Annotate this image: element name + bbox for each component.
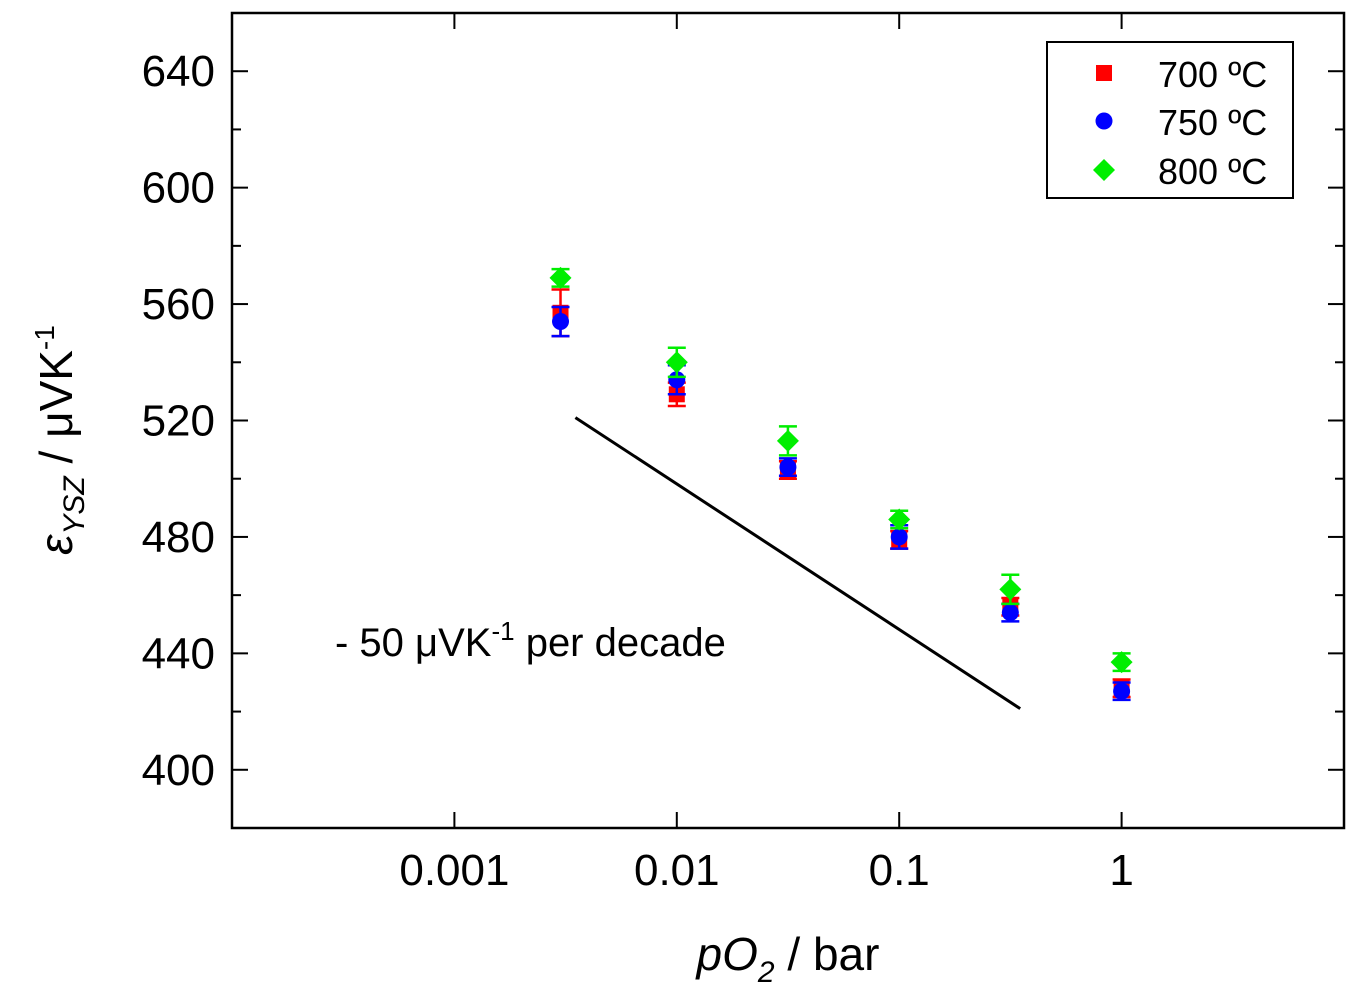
x-axis-title-main: pO — [695, 928, 758, 980]
data-point — [890, 528, 908, 546]
slope-annotation-main: - 50 μVK — [335, 621, 492, 665]
y-tick-label: 640 — [142, 47, 215, 96]
legend-label-700: 700 ºC — [1158, 54, 1267, 95]
y-tick-label: 600 — [142, 164, 215, 213]
legend-box — [1046, 41, 1294, 199]
y-axis-title: εYSZ / μVK-1 — [29, 325, 91, 555]
series-layer — [549, 266, 1133, 702]
data-point — [776, 429, 799, 452]
y-tick-label: 400 — [142, 746, 215, 795]
legend-marker — [1096, 65, 1112, 81]
y-tick-labels: 400 440 480 520 560 600 640 — [142, 47, 215, 795]
slope-annotation: - 50 μVK-1 per decade — [335, 616, 726, 665]
axis-ticks — [232, 13, 1344, 828]
y-axis-title-main: ε — [30, 534, 82, 555]
data-point — [999, 578, 1022, 601]
reference-slope-line — [574, 416, 1022, 710]
legend-label-800: 800 ºC — [1158, 151, 1267, 192]
x-tick-label: 1 — [1109, 846, 1133, 895]
legend-marker — [1093, 159, 1115, 181]
x-tick-label: 0.01 — [634, 846, 720, 895]
legend-label-750: 750 ºC — [1158, 102, 1267, 143]
data-point — [549, 266, 572, 289]
x-axis-title: pO2 / bar — [695, 928, 880, 989]
slope-annotation-sup: -1 — [491, 616, 514, 646]
series-2 — [549, 266, 1133, 674]
y-axis-title-sup: -1 — [29, 325, 60, 350]
data-point — [1113, 682, 1131, 700]
data-point — [779, 458, 797, 476]
data-point — [888, 508, 911, 531]
y-tick-label: 560 — [142, 280, 215, 329]
data-point — [668, 371, 686, 389]
data-point — [665, 351, 688, 374]
y-axis-title-rest: / μVK — [30, 350, 82, 477]
legend: 700 ºC 750 ºC 800 ºC — [1046, 41, 1294, 199]
data-point — [552, 313, 570, 331]
data-point — [1001, 604, 1019, 622]
x-axis-title-sub: 2 — [757, 956, 775, 989]
y-tick-label: 480 — [142, 513, 215, 562]
x-tick-label: 0.1 — [869, 846, 930, 895]
y-axis-title-sub: YSZ — [58, 475, 91, 535]
x-tick-label: 0.001 — [399, 846, 509, 895]
x-axis-title-rest: / bar — [775, 928, 880, 980]
data-point — [1110, 651, 1133, 674]
legend-marker — [1095, 112, 1113, 130]
x-tick-labels: 0.001 0.01 0.1 1 — [399, 846, 1133, 895]
y-tick-label: 440 — [142, 629, 215, 678]
legend-markers — [1093, 65, 1115, 181]
y-tick-label: 520 — [142, 397, 215, 446]
slope-annotation-rest: per decade — [515, 621, 726, 665]
